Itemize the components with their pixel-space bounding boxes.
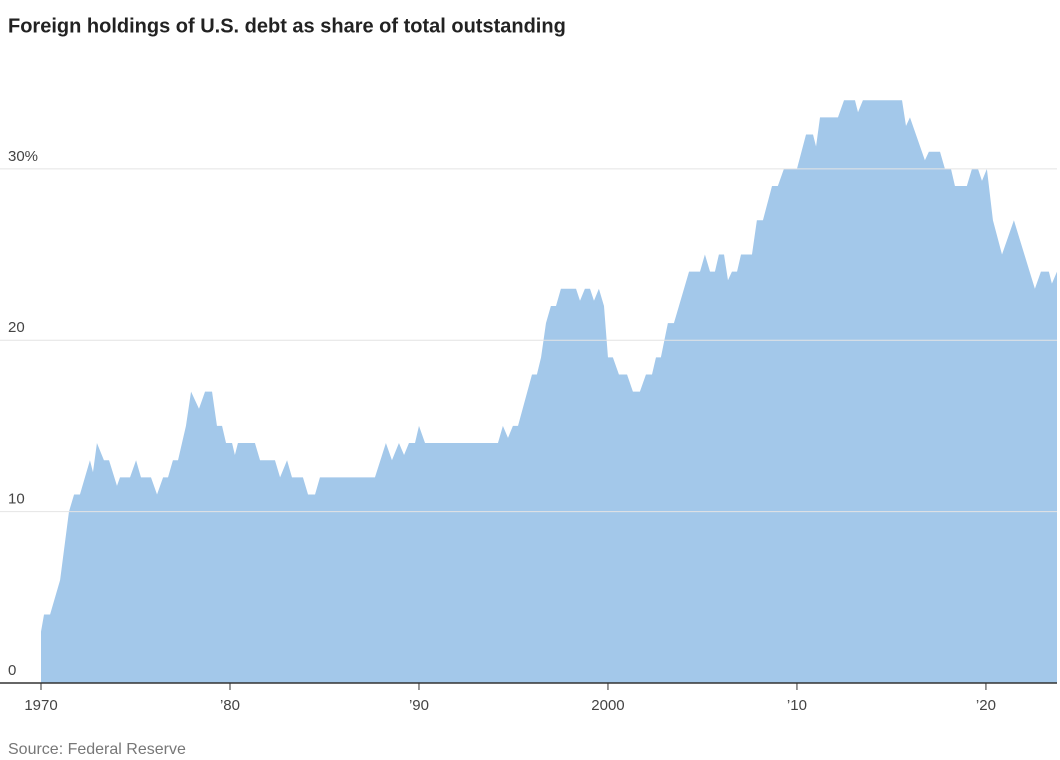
y-tick-label: 30% (8, 148, 38, 165)
area (41, 100, 1057, 684)
x-tick-label: ’10 (787, 697, 807, 714)
y-tick-label: 0 (8, 662, 16, 679)
source: Source: Federal Reserve (8, 741, 186, 758)
chart-title: Foreign holdings of U.S. debt as share o… (8, 15, 566, 37)
x-tick-label: ’20 (976, 697, 996, 714)
y-tick-label: 20 (8, 319, 25, 336)
y-tick-label: 10 (8, 491, 25, 508)
x-tick-label: ’90 (409, 697, 429, 714)
x-tick-label: ’80 (220, 697, 240, 714)
x-tick-label: 1970 (24, 697, 57, 714)
x-tick-label: 2000 (591, 697, 624, 714)
